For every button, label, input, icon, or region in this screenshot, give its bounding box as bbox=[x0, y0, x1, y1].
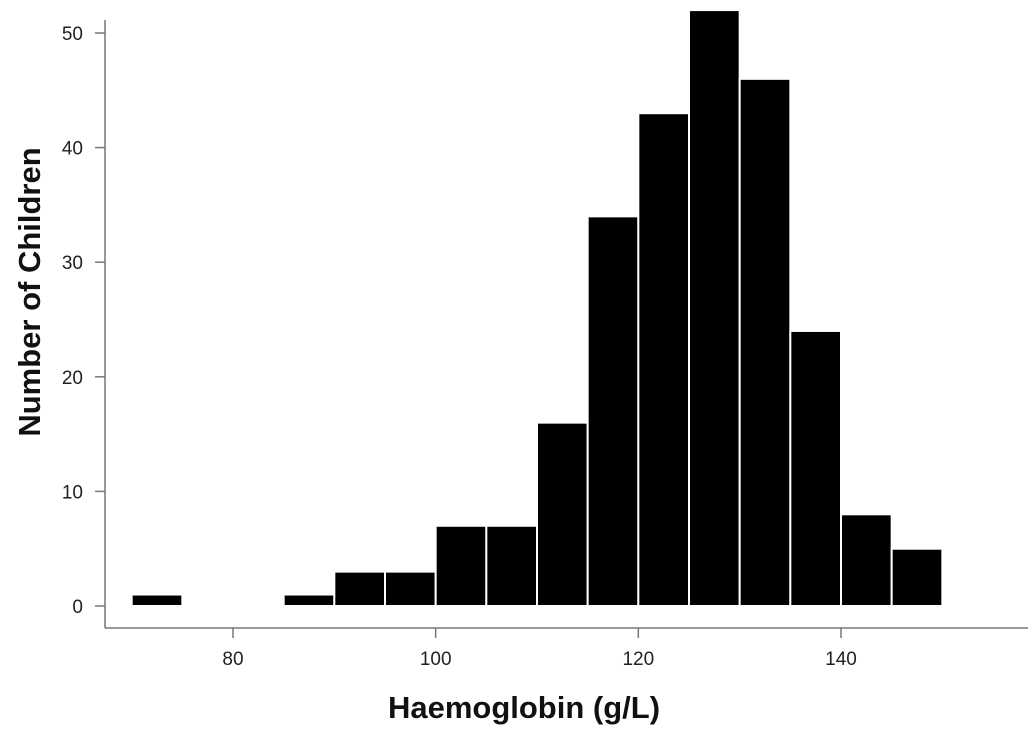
histogram-bar bbox=[789, 329, 842, 607]
histogram-bar bbox=[130, 593, 184, 607]
histogram-bar bbox=[333, 570, 387, 607]
y-axis-title: Number of Children bbox=[12, 147, 47, 436]
y-tick-label: 40 bbox=[62, 139, 83, 160]
histogram-bar bbox=[637, 112, 690, 607]
histogram-bar bbox=[536, 421, 589, 608]
histogram-bar bbox=[688, 9, 741, 607]
x-axis-title: Haemoglobin (g/L) bbox=[388, 690, 660, 725]
histogram-bar bbox=[384, 570, 437, 607]
histogram-bar bbox=[282, 593, 336, 607]
y-tick-label: 30 bbox=[62, 253, 83, 274]
histogram-bar bbox=[840, 513, 893, 608]
histogram-bar bbox=[434, 524, 488, 608]
x-tick-label: 100 bbox=[420, 649, 452, 670]
x-axis-ticks: 80 100 120 140 bbox=[222, 628, 857, 670]
histogram-bar bbox=[738, 77, 792, 607]
y-axis-ticks: 0 10 20 30 40 50 bbox=[62, 24, 105, 618]
x-tick-label: 140 bbox=[825, 649, 857, 670]
y-tick-label: 0 bbox=[72, 597, 83, 618]
y-tick-label: 20 bbox=[62, 368, 83, 389]
x-tick-label: 80 bbox=[222, 649, 243, 670]
histogram-bar bbox=[485, 524, 539, 608]
y-tick-label: 10 bbox=[62, 482, 83, 503]
x-tick-label: 120 bbox=[622, 649, 654, 670]
y-tick-label: 50 bbox=[62, 24, 83, 45]
histogram-bars bbox=[130, 9, 944, 608]
histogram-bar bbox=[586, 215, 640, 608]
histogram-bar bbox=[890, 547, 944, 608]
